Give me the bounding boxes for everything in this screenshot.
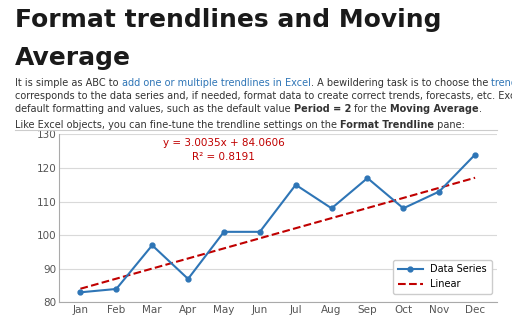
- Text: .: .: [479, 104, 482, 114]
- Data Series: [293, 183, 299, 187]
- Text: Moving Average: Moving Average: [390, 104, 479, 114]
- Data Series: [149, 243, 155, 247]
- Text: It is simple as ABC to: It is simple as ABC to: [15, 78, 122, 88]
- Linear: [293, 226, 299, 230]
- Data Series: [113, 287, 119, 291]
- Text: default formatting and values, such as the default value: default formatting and values, such as t…: [15, 104, 294, 114]
- Text: trendline type: trendline type: [492, 78, 512, 88]
- Data Series: [221, 230, 227, 234]
- Linear: [221, 246, 227, 250]
- Data Series: [365, 176, 371, 180]
- Text: Average: Average: [15, 46, 132, 70]
- Text: . A bewildering task is to choose the: . A bewildering task is to choose the: [311, 78, 492, 88]
- Data Series: [77, 291, 83, 294]
- Legend: Data Series, Linear: Data Series, Linear: [393, 260, 492, 294]
- Text: Format trendlines and Moving: Format trendlines and Moving: [15, 8, 442, 32]
- Text: add one or multiple trendlines in Excel: add one or multiple trendlines in Excel: [122, 78, 311, 88]
- Data Series: [400, 206, 407, 210]
- Text: for the: for the: [351, 104, 390, 114]
- Data Series: [436, 189, 442, 193]
- Linear: [77, 287, 83, 291]
- Data Series: [185, 277, 191, 281]
- Text: corresponds to the data series and, if needed, format data to create correct tre: corresponds to the data series and, if n…: [15, 91, 512, 101]
- Text: Format Trendline: Format Trendline: [340, 120, 435, 130]
- Data Series: [257, 230, 263, 234]
- Linear: [257, 236, 263, 240]
- Linear: [149, 267, 155, 270]
- Data Series: [329, 206, 335, 210]
- Text: R² = 0.8191: R² = 0.8191: [191, 152, 254, 162]
- Linear: [329, 216, 335, 220]
- Text: Like Excel objects, you can fine-tune the trendline settings on the: Like Excel objects, you can fine-tune th…: [15, 120, 340, 130]
- Linear: [400, 196, 407, 200]
- Linear: [185, 257, 191, 260]
- Linear: [436, 186, 442, 190]
- Linear: [472, 176, 478, 180]
- Line: Data Series: Data Series: [78, 152, 478, 295]
- Linear: [113, 277, 119, 281]
- Text: Period = 2: Period = 2: [294, 104, 351, 114]
- Text: y = 3.0035x + 84.0606: y = 3.0035x + 84.0606: [163, 138, 285, 148]
- Data Series: [472, 153, 478, 156]
- Linear: [365, 206, 371, 210]
- Text: pane:: pane:: [435, 120, 465, 130]
- Line: Linear: Linear: [80, 178, 475, 289]
